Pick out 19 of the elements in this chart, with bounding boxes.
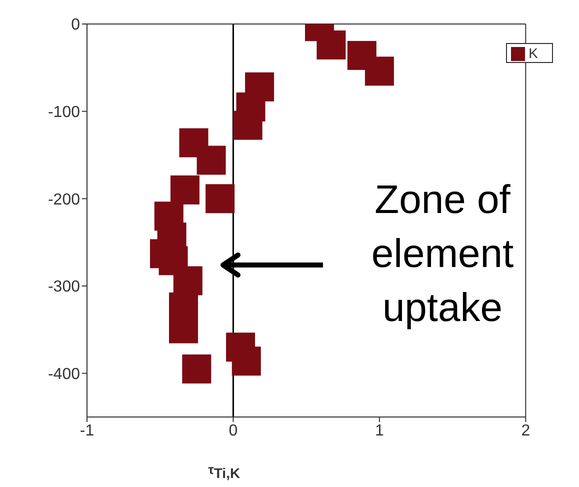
x-tick-label: -1 [80,422,94,440]
point [196,146,226,175]
x-tick-label: 0 [228,422,238,440]
x-tick-label: 1 [374,422,384,440]
y-tick-label: 0 [71,16,80,34]
annotation: Zone of element uptake [370,177,515,332]
x-tick-label: 2 [521,422,530,440]
point [182,354,212,384]
point [170,175,200,204]
legend-label: K [528,45,538,61]
point [316,30,346,60]
point [364,56,394,86]
y-tick-label: -400 [48,366,80,384]
point [206,184,235,214]
y-tick-label: -100 [48,104,80,122]
y-tick-label: -200 [48,191,80,208]
point [233,110,262,140]
y-tick-label: -300 [48,278,80,296]
point [173,266,202,296]
